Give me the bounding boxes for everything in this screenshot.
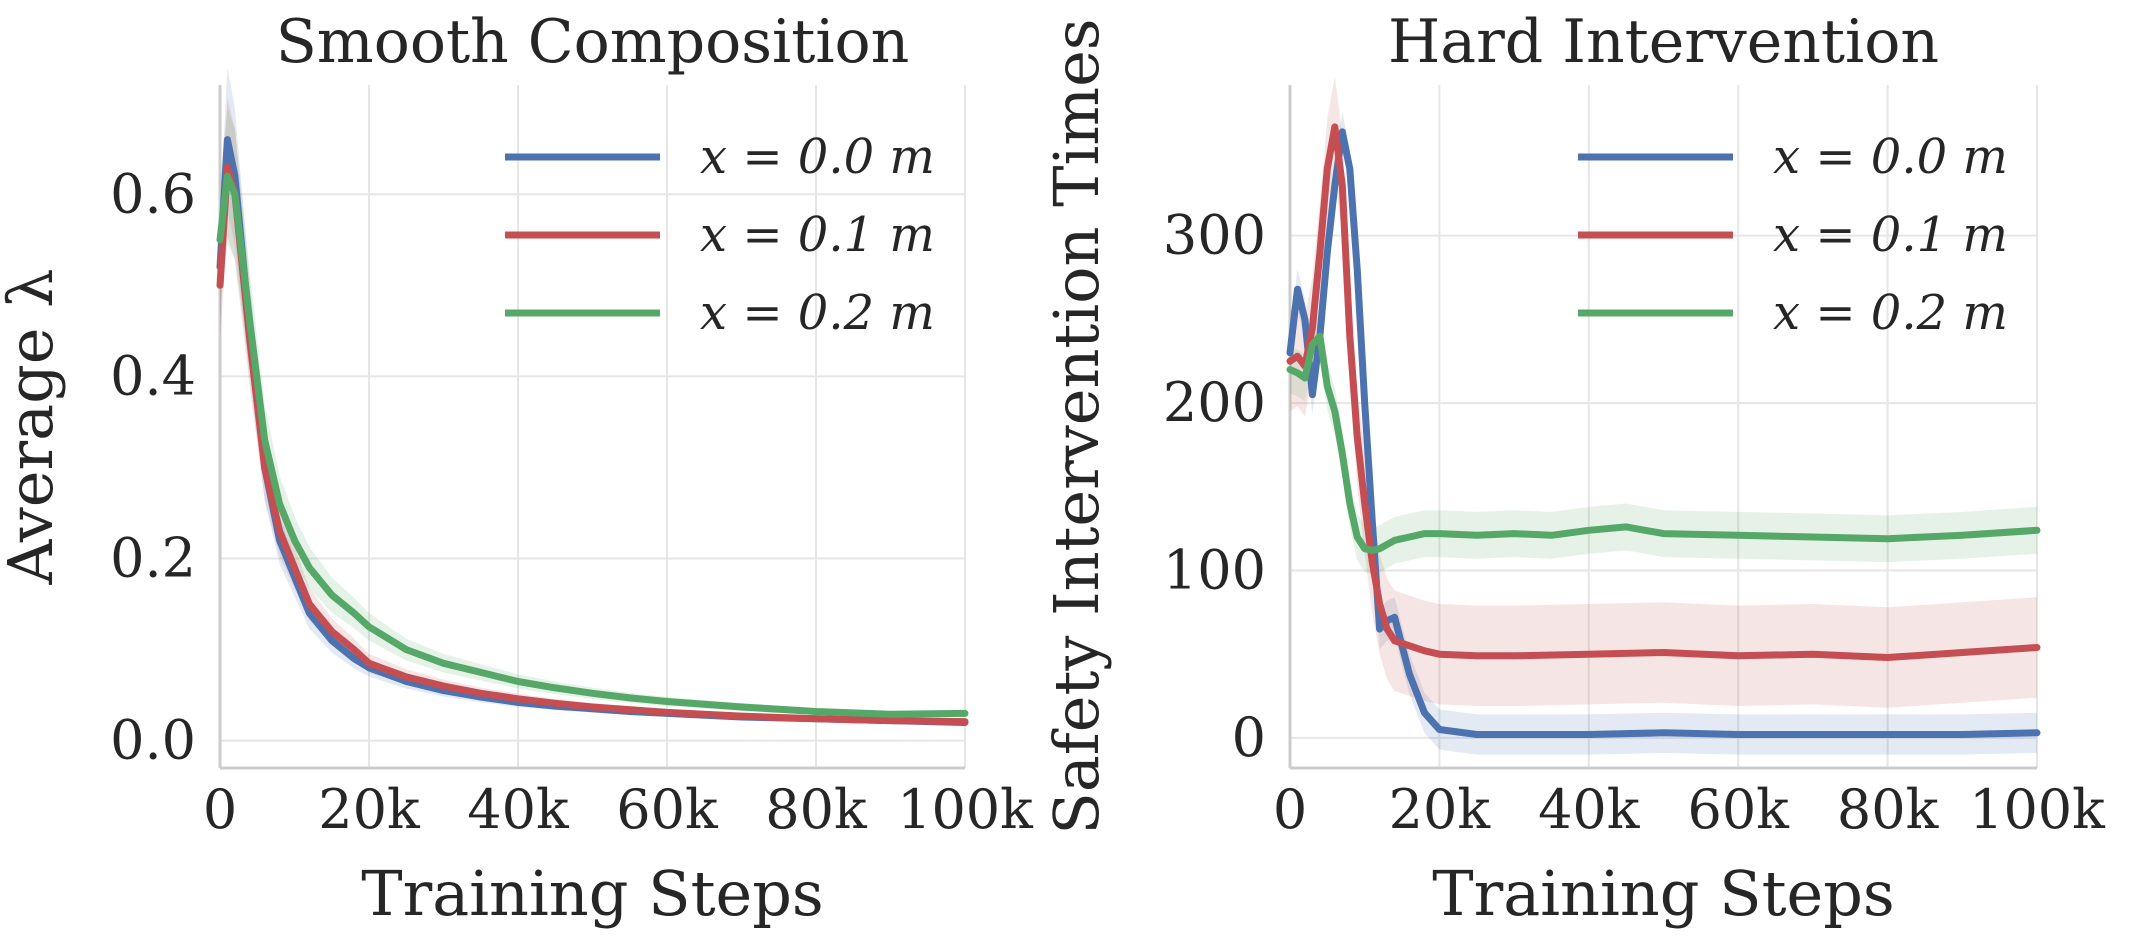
x-tick-label: 60k <box>616 778 719 841</box>
y-tick-label: 300 <box>1163 204 1266 267</box>
hard-intervention-panel: 0 20k 40k 60k 80k 100k 0 100 200 300 Hard Interven… <box>1040 7 2106 930</box>
x-tick-label: 40k <box>467 778 570 841</box>
y-tick-label: 0.6 <box>110 162 196 225</box>
x-tick-label: 60k <box>1687 778 1790 841</box>
x-tick-label: 20k <box>1389 778 1492 841</box>
y-tick-label: 0.2 <box>110 527 196 590</box>
smooth-composition-panel: 0 20k 40k 60k 80k 100k 0.0 0.2 0.4 0.6 Smooth Comp… <box>0 7 1034 930</box>
legend-entry: x = 0.1 m <box>1773 207 2008 263</box>
chart-title: Smooth Composition <box>276 7 910 77</box>
y-tick-label: 200 <box>1163 371 1266 434</box>
series-line <box>1286 128 2041 738</box>
legend-entry: x = 0.0 m <box>1773 129 2008 185</box>
chart-title: Hard Intervention <box>1388 7 1939 77</box>
legend-entry: x = 0.2 m <box>700 285 935 341</box>
y-tick-label: 100 <box>1163 538 1266 601</box>
y-tick-label: 0 <box>1232 706 1266 769</box>
legend-entry: x = 0.0 m <box>700 129 935 185</box>
series-line <box>1286 123 2041 661</box>
x-axis-label: Training Steps <box>361 857 823 930</box>
y-tick-label: 0.0 <box>110 709 196 772</box>
y-tick-label: 0.4 <box>110 344 196 407</box>
series-line <box>216 172 969 718</box>
x-tick-label: 0 <box>203 778 237 841</box>
x-tick-label: 80k <box>1837 778 1940 841</box>
series-line <box>1286 332 2041 554</box>
confidence-band <box>1290 76 2037 708</box>
y-axis-label: Average λ <box>0 269 67 586</box>
y-axis-label: Safety Intervention Times <box>1040 18 1113 834</box>
legend-entry: x = 0.1 m <box>700 207 935 263</box>
x-tick-label: 0 <box>1273 778 1307 841</box>
legend-entry: x = 0.2 m <box>1773 285 2008 341</box>
x-tick-label: 40k <box>1538 778 1641 841</box>
x-axis-label: Training Steps <box>1432 857 1894 930</box>
x-tick-label: 100k <box>897 778 1034 841</box>
x-tick-label: 100k <box>1969 778 2106 841</box>
x-tick-label: 20k <box>318 778 421 841</box>
x-tick-label: 80k <box>765 778 868 841</box>
